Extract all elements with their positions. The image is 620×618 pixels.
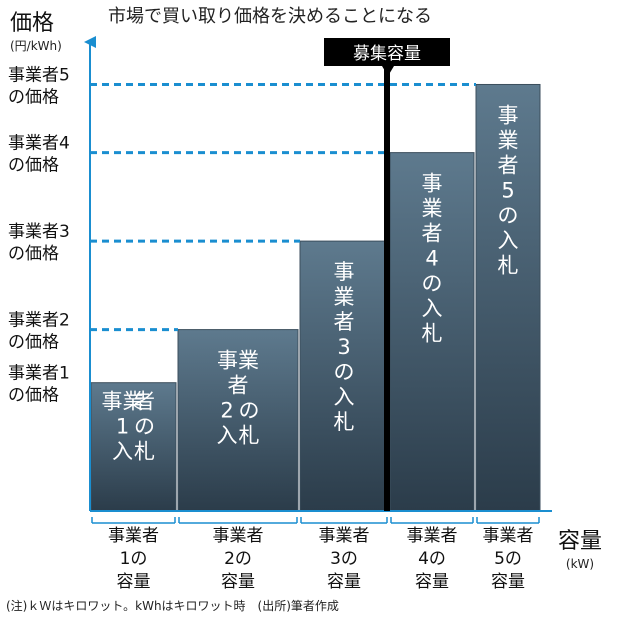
x-tick-label-5-1: 事業者	[483, 526, 534, 546]
bar-label-char-5-3-1: 者	[498, 153, 519, 177]
bar-label-char-3-4-1: 3	[337, 335, 350, 359]
x-axis-title: 容量	[558, 529, 602, 554]
y-tick-label-3-2: の価格	[8, 244, 59, 264]
y-tick-label-5-2: の価格	[8, 87, 59, 107]
y-axis-title: 価格	[10, 11, 54, 36]
chart-title: 市場で買い取り価格を決めることになる	[108, 6, 432, 27]
bar-label-char-4-5-1: の	[422, 272, 443, 296]
bar-label-char-2-3-2: の	[239, 399, 260, 423]
x-tick-label-2-2: 2の	[224, 549, 252, 569]
footnote: (注)ｋＷはキロワット。kWhはキロワット時 (出所)筆者作成	[6, 598, 339, 613]
bar-label-char-5-6-1: 入	[498, 228, 519, 252]
x-tick-label-1-1: 事業者	[108, 526, 159, 546]
y-tick-label-1-1: 事業者1	[8, 364, 70, 384]
bar-label-char-1-2-2: の	[134, 415, 155, 439]
bar-label-char-5-1-1: 事	[498, 103, 519, 127]
bar-label-char-3-5-1: の	[334, 360, 355, 384]
bar-label-char-5-4-1: 5	[501, 178, 514, 202]
y-tick-label-4-1: 事業者4	[8, 134, 70, 154]
bar-bidder-3	[299, 240, 389, 512]
capacity-label-box	[324, 38, 450, 76]
bar-label-char-3-2-1: 業	[334, 285, 355, 309]
bar-label-char-4-7-1: 札	[422, 322, 443, 346]
bar-label-char-2-3-1: 2	[220, 399, 233, 423]
bar-label-char-2-2-1: 者	[228, 374, 249, 398]
bar-label-char-4-4-1: 4	[425, 247, 438, 271]
bar-label-char-4-1-1: 事	[422, 172, 443, 196]
y-tick-label-2-2: の価格	[8, 333, 59, 353]
y-tick-label-5-1: 事業者5	[8, 65, 70, 85]
bar-label-char-2-1-1: 事業	[217, 349, 259, 373]
capacity-label: 募集容量	[353, 44, 421, 64]
bar-bidder-4	[389, 152, 475, 512]
bar-label-char-1-3-2: 札	[134, 440, 155, 464]
bar-label-char-1-2-1: 1	[116, 415, 129, 439]
y-tick-label-2-1: 事業者2	[8, 311, 70, 331]
y-axis-unit: (円/kWh)	[10, 39, 62, 53]
y-tick-label-4-2: の価格	[8, 156, 59, 176]
bar-bidder-2	[177, 329, 299, 512]
x-tick-label-3-2: 3の	[330, 549, 358, 569]
x-tick-label-5-3: 容量	[491, 572, 525, 592]
bar-label-char-2-4-1: 入	[217, 424, 238, 448]
bar-label-char-3-1-1: 事	[334, 260, 355, 284]
bar-label-char-5-5-1: の	[498, 203, 519, 227]
bar-label-char-3-7-1: 札	[334, 410, 355, 434]
x-tick-label-2-1: 事業者	[213, 526, 264, 546]
bar-bidder-5	[475, 83, 541, 512]
bar-label-char-4-3-1: 者	[422, 222, 443, 246]
y-tick-label-3-1: 事業者3	[8, 222, 70, 242]
x-tick-label-2-3: 容量	[221, 572, 255, 592]
x-tick-label-3-3: 容量	[327, 572, 361, 592]
bar-label-char-3-6-1: 入	[334, 385, 355, 409]
x-tick-label-4-2: 4の	[418, 549, 446, 569]
bar-label-char-4-6-1: 入	[422, 297, 443, 321]
bar-label-char-1-1-2: 者	[134, 390, 155, 414]
bar-label-char-2-4-2: 札	[239, 424, 260, 448]
x-tick-label-4-3: 容量	[415, 572, 449, 592]
bar-label-char-5-2-1: 業	[498, 128, 519, 152]
bar-label-char-5-7-1: 札	[498, 253, 519, 277]
bar-label-char-1-1-1: 事業	[102, 390, 144, 414]
y-tick-label-1-2: の価格	[8, 386, 59, 406]
bar-label-char-1-3-1: 入	[112, 440, 133, 464]
x-tick-label-5-2: 5の	[494, 549, 522, 569]
x-tick-label-4-1: 事業者	[407, 526, 458, 546]
bar-bidder-1	[90, 382, 177, 512]
x-axis-unit: (kW)	[566, 557, 594, 571]
bar-label-char-4-2-1: 業	[422, 197, 443, 221]
x-tick-label-1-3: 容量	[117, 572, 151, 592]
bar-label-char-3-3-1: 者	[334, 310, 355, 334]
x-tick-label-1-2: 1の	[120, 549, 148, 569]
x-tick-label-3-1: 事業者	[319, 526, 370, 546]
